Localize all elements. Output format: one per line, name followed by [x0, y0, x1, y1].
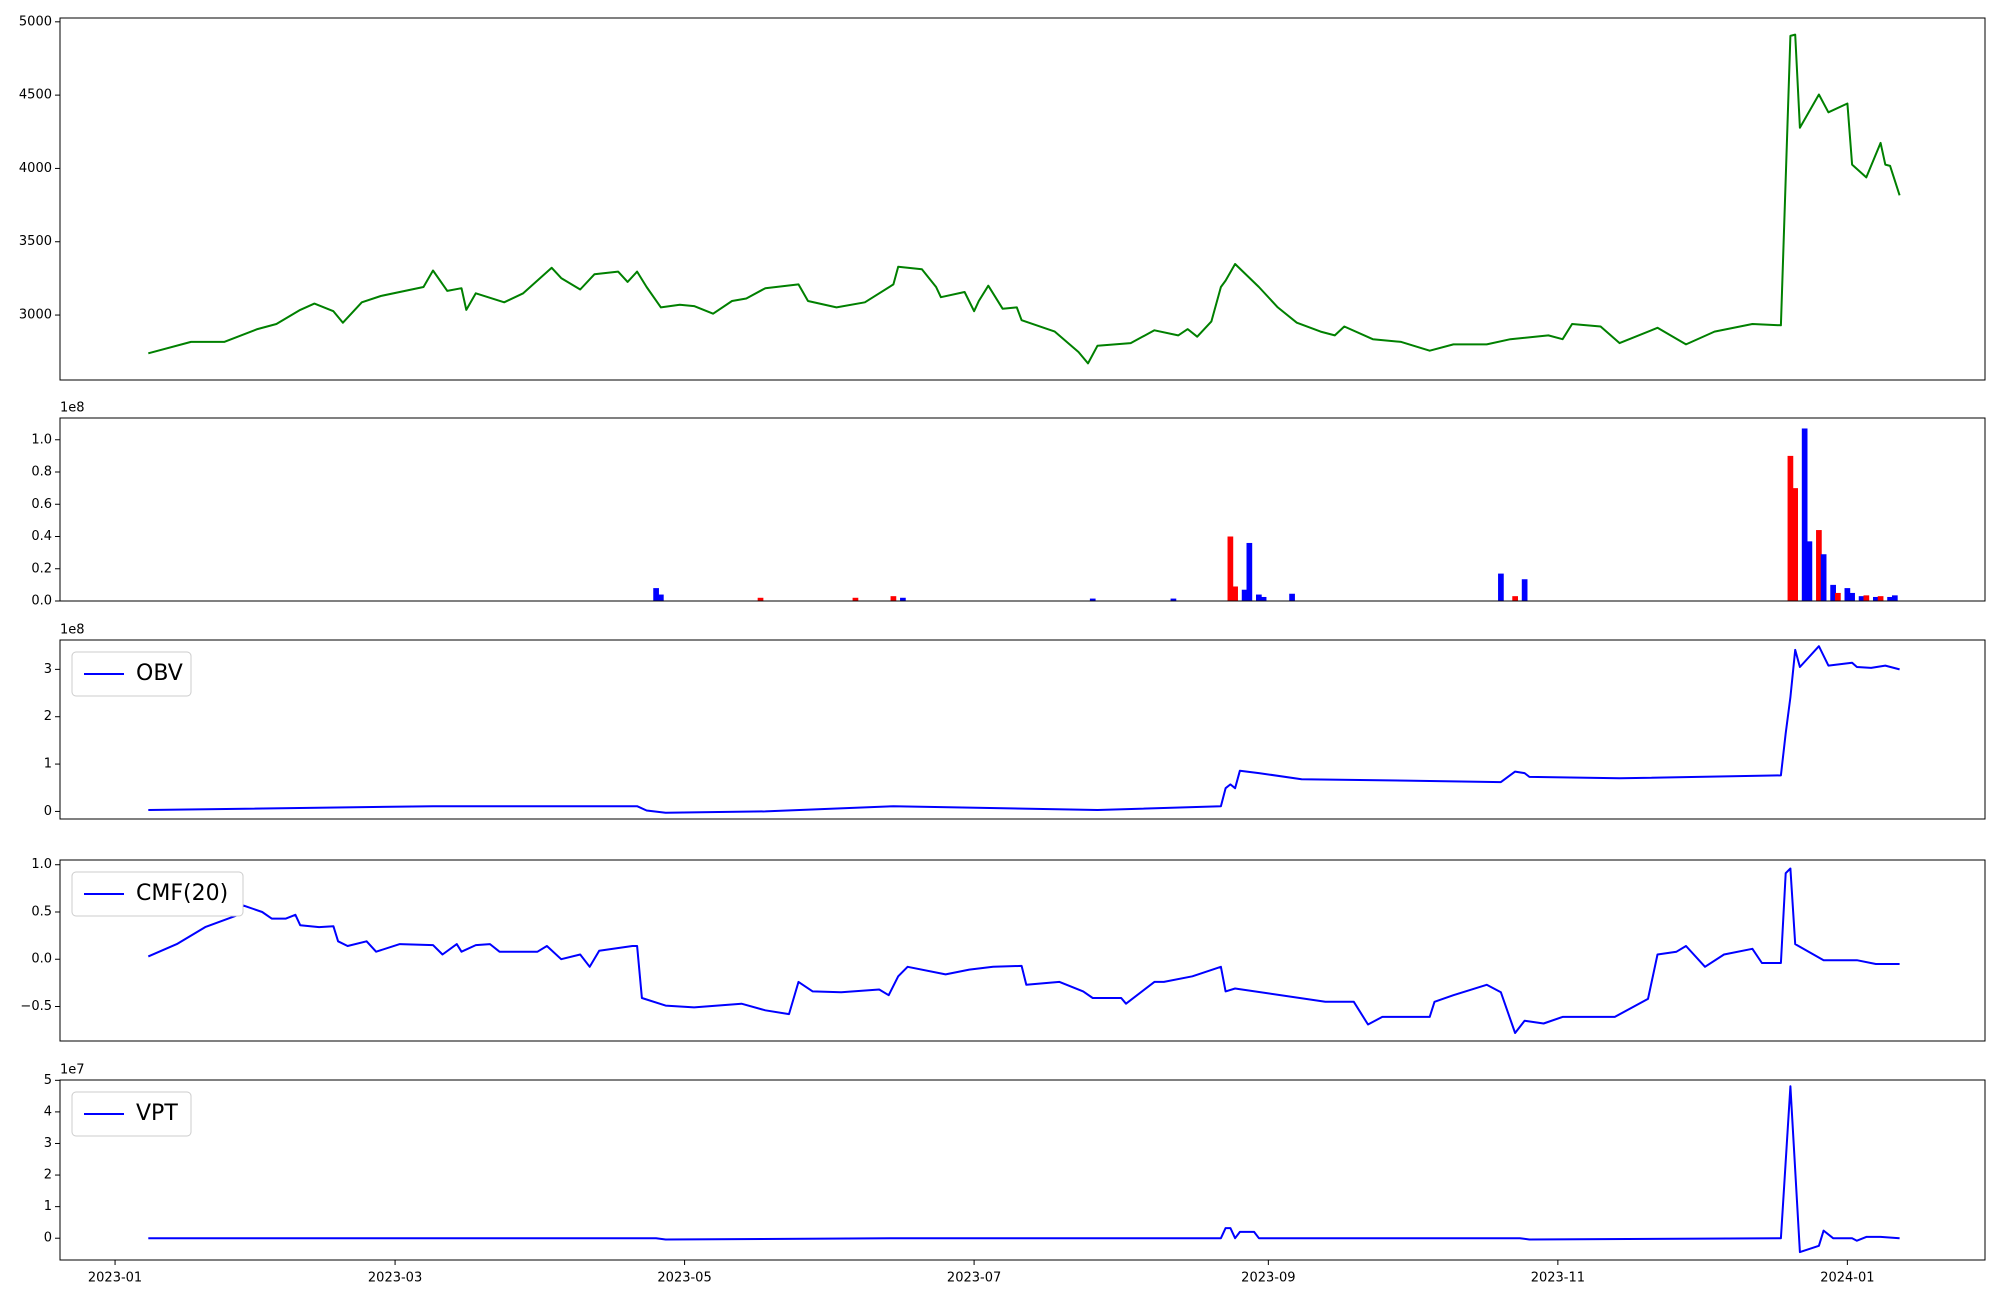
volume-bar	[757, 597, 764, 601]
axes-frame	[59, 417, 1986, 602]
volume-bar	[1820, 554, 1827, 601]
y-tick-label: 4500	[19, 88, 52, 103]
y-offset-label: 1e7	[60, 1063, 85, 1078]
volume-bar	[1844, 588, 1851, 601]
volume-bar	[1232, 586, 1238, 601]
x-tick-label: 2023-11	[1531, 1271, 1585, 1286]
volume-bar	[1498, 573, 1504, 601]
x-tick-label: 2023-01	[88, 1271, 142, 1286]
y-tick-label: 1	[44, 757, 52, 772]
y-tick-label: 4	[44, 1104, 52, 1119]
volume-bar	[1260, 596, 1267, 601]
y-tick-label: 3000	[19, 308, 52, 323]
volume-bar	[1787, 455, 1794, 601]
y-tick-label: 0	[44, 804, 52, 819]
x-tick-label: 2023-07	[947, 1271, 1001, 1286]
volume-bar	[1089, 598, 1096, 601]
legend-box	[71, 1091, 192, 1137]
volume-bar	[852, 597, 859, 601]
y-tick-label: 2	[44, 709, 52, 724]
volume-bar	[1816, 530, 1822, 601]
volume-bar	[1241, 589, 1248, 601]
price-line	[148, 33, 1901, 365]
volume-bar	[1289, 593, 1295, 601]
legend-box	[71, 871, 244, 917]
y-tick-label: 3	[44, 662, 52, 677]
volume-bar	[1246, 542, 1253, 601]
volume-bar	[890, 596, 897, 601]
y-tick-label: 1.0	[31, 857, 52, 872]
volume-bar	[658, 594, 664, 601]
y-tick-label: 5000	[19, 14, 52, 29]
y-tick-label: 0.8	[31, 465, 52, 480]
y-tick-label: 5	[44, 1073, 52, 1088]
volume-bar	[1887, 596, 1893, 601]
volume-bar	[1227, 536, 1234, 601]
y-tick-label: 0.4	[31, 529, 52, 544]
volume-bar	[1863, 595, 1870, 601]
volume-bar	[1872, 596, 1879, 601]
y-tick-label: 3	[44, 1136, 52, 1151]
legend-label: CMF(20)	[136, 881, 228, 906]
volume-bar	[1877, 596, 1884, 601]
y-tick-label: 1.0	[31, 432, 52, 447]
axes-frame	[59, 639, 1986, 820]
volume-bar	[1858, 596, 1865, 601]
legend-label: VPT	[136, 1101, 178, 1126]
y-tick-label: 1	[44, 1199, 52, 1214]
volume-bar	[1849, 592, 1855, 601]
volume-bar	[1801, 428, 1808, 601]
series-line	[147, 867, 1900, 1034]
y-offset-label: 1e8	[60, 401, 85, 416]
x-tick-label: 2023-09	[1241, 1271, 1295, 1286]
y-tick-label: 2	[44, 1168, 52, 1183]
legend-label: OBV	[136, 661, 183, 686]
volume-bar	[900, 597, 906, 601]
x-tick-label: 2024-01	[1820, 1271, 1874, 1286]
volume-bar	[1170, 598, 1177, 601]
volume-bar	[1521, 579, 1528, 601]
volume-bar	[1830, 584, 1836, 601]
x-tick-label: 2023-03	[368, 1271, 422, 1286]
series-line	[148, 1085, 1900, 1254]
y-tick-label: 3500	[19, 234, 52, 249]
legend-box	[71, 651, 192, 697]
volume-bar	[1256, 594, 1262, 601]
volume-bar	[1835, 592, 1841, 601]
y-tick-label: 0	[44, 1231, 52, 1246]
volume-bar	[1792, 488, 1799, 601]
x-tick-label: 2023-05	[657, 1271, 711, 1286]
axes-frame	[59, 17, 1986, 381]
y-tick-label: 0.6	[31, 497, 52, 512]
volume-bar	[653, 588, 659, 601]
y-offset-label: 1e8	[60, 623, 85, 638]
y-tick-label: 4000	[19, 161, 52, 176]
y-tick-label: 0.0	[31, 952, 52, 967]
axes-frame	[59, 859, 1986, 1042]
y-tick-label: 0.5	[31, 904, 52, 919]
y-tick-label: 0.0	[31, 594, 52, 609]
series-line	[148, 645, 1900, 814]
y-tick-label: −0.5	[20, 999, 52, 1014]
volume-bar	[1891, 595, 1898, 601]
y-tick-label: 0.2	[31, 561, 52, 576]
volume-bar	[1512, 596, 1518, 601]
volume-bar	[1806, 541, 1813, 601]
axes-frame	[59, 1079, 1986, 1261]
